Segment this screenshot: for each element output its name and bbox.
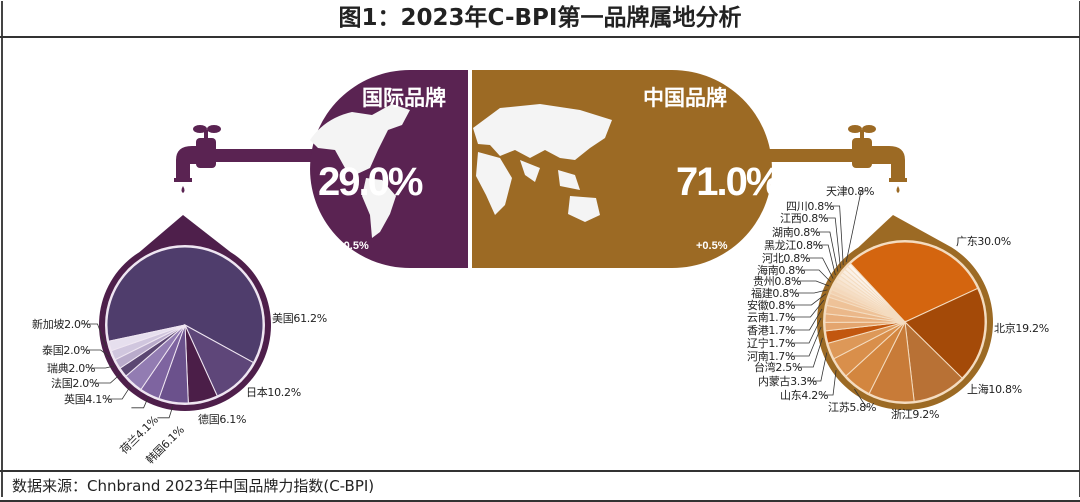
- leader-line: [89, 365, 115, 369]
- right-pipe: [760, 149, 875, 162]
- left-pipe: [200, 149, 320, 162]
- world-map-icon: [310, 104, 612, 238]
- china-label: 中国品牌: [643, 87, 727, 110]
- international-change: -0.5%: [340, 240, 369, 252]
- pie-label: 法国2.0%: [51, 377, 100, 390]
- leader-line: [93, 374, 120, 384]
- pie-label: 四川0.8%: [786, 200, 835, 213]
- pie-label: 台湾2.5%: [754, 361, 803, 374]
- pie-slice-广东: [849, 241, 979, 323]
- pie-label: 浙江9.2%: [891, 408, 940, 421]
- leader-line: [81, 323, 107, 348]
- leader-line: [822, 217, 841, 269]
- leader-line: [84, 349, 110, 358]
- international-label: 国际品牌: [362, 87, 446, 110]
- pie-label: 山东4.2%: [780, 389, 829, 402]
- pie-label: 上海10.8%: [967, 383, 1022, 396]
- pie-label: 江苏5.8%: [828, 401, 877, 414]
- china-share: 71.0%: [676, 160, 781, 204]
- pie-label: 香港1.7%: [747, 324, 796, 337]
- leader-line: [789, 308, 823, 331]
- pie-label: 河北0.8%: [762, 252, 811, 265]
- chart-title: 图1：2023年C-BPI第一品牌属地分析: [0, 0, 1080, 38]
- leader-line: [789, 293, 827, 306]
- pie-label: 美国61.2%: [272, 312, 327, 325]
- leader-line: [795, 280, 830, 287]
- international-share: 29.0%: [318, 160, 423, 204]
- pie-label: 河南1.7%: [747, 350, 796, 363]
- pie-label: 湖南0.8%: [772, 226, 821, 239]
- pie-slice-天津: [846, 262, 906, 323]
- leader-line: [804, 257, 834, 279]
- pie-label: 天津0.8%: [826, 185, 875, 198]
- leader-line: [789, 299, 825, 318]
- leader-line: [822, 369, 837, 396]
- pie-label: 北京19.2%: [994, 322, 1049, 335]
- leader-line: [807, 352, 828, 382]
- pie-label: 辽宁1.7%: [747, 337, 796, 350]
- pie-label: 广东30.0%: [956, 235, 1011, 248]
- leader-line: [789, 326, 822, 357]
- left-faucet-icon: [174, 125, 221, 193]
- leader-line: [799, 269, 832, 283]
- pie-label: 日本10.2%: [246, 386, 301, 399]
- pie-label: 泰国2.0%: [42, 344, 91, 357]
- leader-line: [845, 190, 868, 263]
- pie-label: 黑龙江0.8%: [764, 239, 823, 252]
- pie-label: 贵州0.8%: [753, 275, 802, 288]
- leader-line: [793, 289, 828, 294]
- pie-label: 瑞典2.0%: [47, 362, 96, 375]
- leader-line: [828, 205, 844, 266]
- leader-line: [796, 337, 823, 368]
- leader-line: [854, 388, 870, 408]
- leader-line: [789, 317, 822, 344]
- leader-line: [813, 244, 836, 276]
- pie-label: 海南0.8%: [757, 264, 806, 277]
- pie-slice-美国: [106, 246, 264, 364]
- pie-slice-北京: [904, 287, 986, 379]
- pie-label: 英国4.1%: [64, 393, 113, 406]
- pie-label: 江西0.8%: [780, 212, 829, 225]
- leader-line: [131, 397, 149, 409]
- pie-label: 云南1.7%: [747, 311, 796, 324]
- leader-line: [106, 385, 131, 400]
- pie-label: 内蒙古3.3%: [758, 375, 817, 388]
- pie-label: 福建0.8%: [751, 287, 800, 300]
- pie-label: 德国6.1%: [198, 413, 247, 426]
- pie-label: 新加坡2.0%: [32, 318, 91, 331]
- source-note: 数据来源：Chnbrand 2023年中国品牌力指数(C-BPI): [0, 470, 1080, 502]
- right-faucet-icon: [848, 125, 907, 193]
- pie-slice-新加坡: [108, 324, 186, 352]
- pie-label: 安徽0.8%: [747, 299, 796, 312]
- leader-line: [814, 231, 839, 272]
- leader-line: [157, 405, 174, 419]
- china-change: +0.5%: [696, 240, 728, 252]
